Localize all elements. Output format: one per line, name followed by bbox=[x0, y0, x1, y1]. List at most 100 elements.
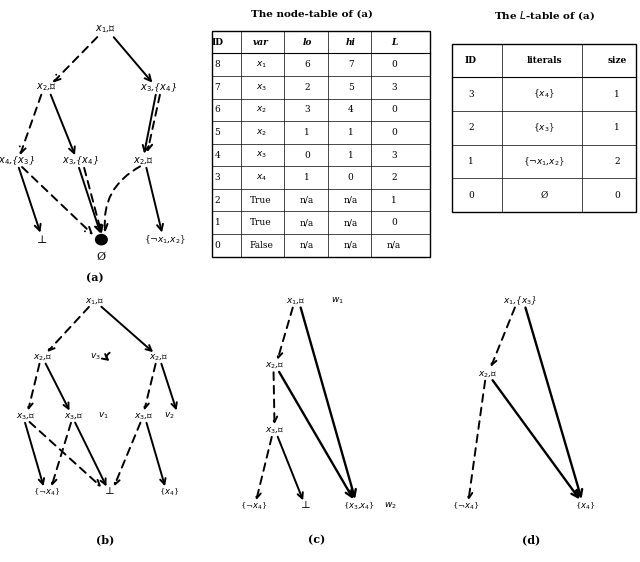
Text: ⊥: ⊥ bbox=[37, 235, 47, 244]
Text: False: False bbox=[249, 241, 273, 250]
Text: n/a: n/a bbox=[300, 218, 314, 227]
Text: n/a: n/a bbox=[344, 241, 358, 250]
Text: (a): (a) bbox=[86, 272, 104, 283]
Text: $x_2$,∅: $x_2$,∅ bbox=[148, 352, 168, 362]
Text: n/a: n/a bbox=[300, 196, 314, 205]
Ellipse shape bbox=[95, 234, 107, 245]
Text: 0: 0 bbox=[614, 191, 620, 200]
Text: 1: 1 bbox=[215, 218, 220, 227]
Text: 6: 6 bbox=[215, 106, 220, 115]
Text: (b): (b) bbox=[97, 534, 115, 545]
Text: (c): (c) bbox=[308, 534, 325, 545]
Text: $x_1$: $x_1$ bbox=[255, 60, 267, 70]
Text: $x_3$,∅: $x_3$,∅ bbox=[15, 411, 35, 421]
Text: {$x_4$}: {$x_4$} bbox=[533, 88, 555, 101]
Text: n/a: n/a bbox=[300, 241, 314, 250]
Text: 4: 4 bbox=[215, 151, 220, 160]
Text: n/a: n/a bbox=[344, 196, 358, 205]
Text: 0: 0 bbox=[392, 60, 397, 69]
Text: {$x_3$,$x_4$}: {$x_3$,$x_4$} bbox=[343, 500, 375, 511]
Text: 0: 0 bbox=[392, 218, 397, 227]
Text: $x_3$: $x_3$ bbox=[255, 82, 267, 93]
Text: {$x_3$}: {$x_3$} bbox=[533, 121, 555, 134]
Text: 2: 2 bbox=[468, 123, 474, 133]
Text: var: var bbox=[253, 38, 269, 47]
Text: 5: 5 bbox=[214, 128, 221, 137]
Text: 0: 0 bbox=[468, 191, 474, 200]
Text: 3: 3 bbox=[305, 106, 310, 115]
Text: 3: 3 bbox=[468, 90, 474, 99]
Text: $v_3$: $v_3$ bbox=[90, 352, 100, 362]
Text: $x_3$,∅: $x_3$,∅ bbox=[134, 411, 154, 421]
Text: 7: 7 bbox=[215, 83, 220, 92]
Bar bbox=[212, 31, 430, 256]
Text: The $L$-table of (a): The $L$-table of (a) bbox=[493, 9, 595, 22]
Text: Ø: Ø bbox=[540, 191, 548, 200]
Text: 4: 4 bbox=[348, 106, 353, 115]
Text: size: size bbox=[607, 56, 627, 65]
Text: $x_3$,∅: $x_3$,∅ bbox=[64, 411, 84, 421]
Text: $x_1$,∅: $x_1$,∅ bbox=[286, 296, 305, 306]
Text: 1: 1 bbox=[614, 123, 620, 133]
Text: 1: 1 bbox=[305, 173, 310, 182]
Text: $x_3$: $x_3$ bbox=[255, 149, 267, 160]
Text: $v_2$: $v_2$ bbox=[164, 411, 174, 421]
Text: $x_2$,∅: $x_2$,∅ bbox=[33, 352, 52, 362]
Text: $x_1$,∅: $x_1$,∅ bbox=[95, 24, 116, 35]
Text: ⊥: ⊥ bbox=[105, 487, 115, 496]
Text: 2: 2 bbox=[392, 173, 397, 182]
Text: The node-table of (a): The node-table of (a) bbox=[252, 10, 373, 19]
Text: {¬$x_4$}: {¬$x_4$} bbox=[452, 500, 480, 511]
Text: {$x_4$}: {$x_4$} bbox=[575, 500, 596, 511]
Text: ID: ID bbox=[212, 38, 223, 47]
Text: 1: 1 bbox=[468, 157, 474, 166]
Text: 7: 7 bbox=[348, 60, 353, 69]
Text: {¬$x_1$,$x_2$}: {¬$x_1$,$x_2$} bbox=[523, 155, 565, 167]
Text: Ø: Ø bbox=[97, 252, 106, 262]
Text: n/a: n/a bbox=[344, 218, 358, 227]
Text: True: True bbox=[250, 218, 272, 227]
Text: $x_3$,{$x_4$}: $x_3$,{$x_4$} bbox=[140, 81, 177, 94]
Text: literals: literals bbox=[526, 56, 562, 65]
Text: $x_2$,∅: $x_2$,∅ bbox=[133, 155, 154, 166]
Text: lo: lo bbox=[303, 38, 312, 47]
Text: 5: 5 bbox=[348, 83, 354, 92]
Text: L: L bbox=[391, 38, 397, 47]
Text: $x_2$,∅: $x_2$,∅ bbox=[265, 360, 284, 370]
Text: 0: 0 bbox=[392, 106, 397, 115]
Text: $x_2$,∅: $x_2$,∅ bbox=[478, 369, 497, 379]
Text: True: True bbox=[250, 196, 272, 205]
Text: $x_1$,∅: $x_1$,∅ bbox=[85, 296, 105, 306]
Text: $v_1$: $v_1$ bbox=[98, 411, 109, 421]
Text: n/a: n/a bbox=[387, 241, 401, 250]
Text: $x_3$,{$x_4$}: $x_3$,{$x_4$} bbox=[61, 155, 99, 167]
Text: $x_2$,∅: $x_2$,∅ bbox=[36, 82, 57, 93]
Text: hi: hi bbox=[346, 38, 356, 47]
Bar bbox=[452, 44, 636, 212]
Text: $x_4$,{$x_3$}: $x_4$,{$x_3$} bbox=[0, 155, 36, 167]
Text: 1: 1 bbox=[348, 128, 353, 137]
Text: $x_2$: $x_2$ bbox=[255, 105, 267, 115]
Text: $x_2$: $x_2$ bbox=[255, 127, 267, 138]
Text: 8: 8 bbox=[215, 60, 220, 69]
Text: 6: 6 bbox=[305, 60, 310, 69]
Text: $w_2$: $w_2$ bbox=[385, 501, 397, 511]
Text: 3: 3 bbox=[392, 83, 397, 92]
Text: 1: 1 bbox=[614, 90, 620, 99]
Text: 0: 0 bbox=[305, 151, 310, 160]
Text: $x_1$,{$x_3$}: $x_1$,{$x_3$} bbox=[503, 294, 538, 307]
Text: 2: 2 bbox=[215, 196, 220, 205]
Text: 1: 1 bbox=[348, 151, 353, 160]
Text: 2: 2 bbox=[614, 157, 620, 166]
Text: 1: 1 bbox=[305, 128, 310, 137]
Text: 0: 0 bbox=[215, 241, 220, 250]
Text: $x_4$: $x_4$ bbox=[255, 173, 267, 183]
Text: {¬$x_4$}: {¬$x_4$} bbox=[33, 486, 60, 497]
Text: 0: 0 bbox=[392, 128, 397, 137]
Text: 3: 3 bbox=[215, 173, 220, 182]
Text: {$x_4$}: {$x_4$} bbox=[159, 486, 179, 497]
Text: 0: 0 bbox=[348, 173, 353, 182]
Text: 3: 3 bbox=[392, 151, 397, 160]
Text: ⊥: ⊥ bbox=[301, 501, 311, 510]
Text: $x_3$,∅: $x_3$,∅ bbox=[265, 425, 284, 435]
